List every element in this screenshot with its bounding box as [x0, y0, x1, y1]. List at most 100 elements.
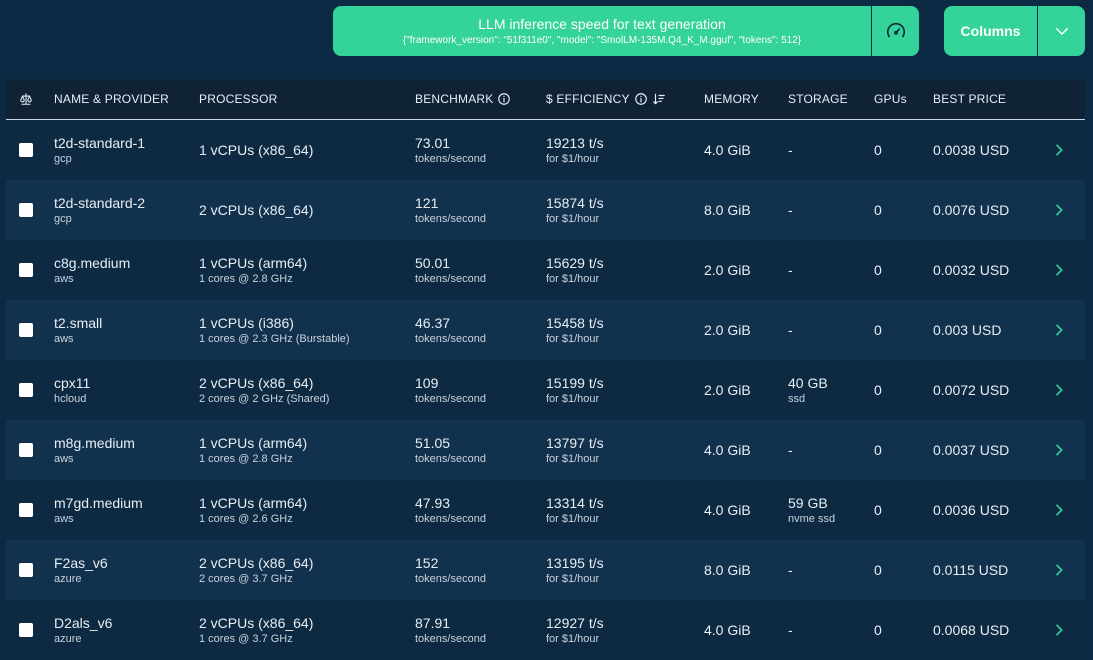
table-row[interactable]: F2as_v6 azure 2 vCPUs (x86_64) 2 cores @… — [6, 540, 1085, 600]
server-name[interactable]: m8g.medium — [54, 434, 135, 451]
memory-cell: 2.0 GiB — [704, 360, 751, 420]
benchmark-value: 121 — [415, 194, 439, 211]
row-select-checkbox-cell — [19, 180, 33, 240]
server-name[interactable]: D2als_v6 — [54, 614, 113, 631]
provider-name: aws — [54, 512, 74, 525]
chevron-right-icon[interactable] — [1051, 120, 1067, 180]
storage-value: - — [788, 442, 793, 458]
processor-cell: 2 vCPUs (x86_64) 2 cores @ 3.7 GHz — [199, 540, 313, 600]
gpus-cell: 0 — [874, 360, 882, 420]
best-price-value: 0.0037 USD — [933, 442, 1010, 458]
memory-cell: 8.0 GiB — [704, 540, 751, 600]
header-best-price[interactable]: BEST PRICE — [933, 92, 1007, 106]
storage-value: - — [788, 142, 793, 158]
server-name[interactable]: c8g.medium — [54, 254, 131, 271]
header-benchmark[interactable]: BENCHMARK — [415, 79, 511, 119]
table-row[interactable]: t2.small aws 1 vCPUs (i386) 1 cores @ 2.… — [6, 300, 1085, 360]
benchmark-cell: 46.37 tokens/second — [415, 300, 486, 360]
efficiency-cell: 12927 t/s for $1/hour — [546, 600, 604, 660]
price-cell: 0.0037 USD — [933, 420, 1009, 480]
header-gpus[interactable]: GPUs — [874, 92, 907, 106]
provider-name: azure — [54, 632, 82, 645]
cpu-cores: 1 cores @ 2.8 GHz — [199, 452, 293, 465]
row-select-checkbox[interactable] — [19, 203, 33, 217]
memory-value: 2.0 GiB — [704, 382, 751, 398]
efficiency-cell: 15629 t/s for $1/hour — [546, 240, 604, 300]
row-select-checkbox[interactable] — [19, 503, 33, 517]
row-select-checkbox-cell — [19, 120, 33, 180]
best-price-value: 0.0076 USD — [933, 202, 1010, 218]
memory-cell: 4.0 GiB — [704, 600, 751, 660]
server-name[interactable]: t2d-standard-1 — [54, 134, 146, 151]
server-name[interactable]: t2.small — [54, 314, 103, 331]
benchmark-value: 51.05 — [415, 434, 451, 451]
storage-cell: - — [788, 420, 793, 480]
server-name[interactable]: m7gd.medium — [54, 494, 143, 511]
table-row[interactable]: D2als_v6 azure 2 vCPUs (x86_64) 1 cores … — [6, 600, 1085, 660]
row-select-checkbox[interactable] — [19, 383, 33, 397]
server-name[interactable]: cpx11 — [54, 374, 91, 391]
chevron-right-icon[interactable] — [1051, 360, 1067, 420]
provider-name: hcloud — [54, 392, 87, 405]
chevron-down-icon[interactable] — [1037, 6, 1085, 56]
memory-value: 4.0 GiB — [704, 502, 751, 518]
table-row[interactable]: c8g.medium aws 1 vCPUs (arm64) 1 cores @… — [6, 240, 1085, 300]
vcpu-count: 2 vCPUs (x86_64) — [199, 554, 314, 571]
gpus-value: 0 — [874, 382, 882, 398]
header-processor[interactable]: PROCESSOR — [199, 92, 278, 106]
memory-cell: 4.0 GiB — [704, 480, 751, 540]
table-row[interactable]: m8g.medium aws 1 vCPUs (arm64) 1 cores @… — [6, 420, 1085, 480]
vcpu-count: 1 vCPUs (arm64) — [199, 434, 308, 451]
efficiency-value: 15458 t/s — [546, 314, 604, 331]
name-cell: t2d-standard-2 gcp — [54, 180, 145, 240]
processor-cell: 2 vCPUs (x86_64) 1 cores @ 3.7 GHz — [199, 600, 313, 660]
sort-descending-icon[interactable] — [652, 92, 666, 106]
scale-icon[interactable] — [19, 79, 33, 119]
chevron-right-icon[interactable] — [1051, 480, 1067, 540]
processor-cell: 1 vCPUs (i386) 1 cores @ 2.3 GHz (Bursta… — [199, 300, 350, 360]
price-cell: 0.0115 USD — [933, 540, 1008, 600]
header-benchmark-label: BENCHMARK — [415, 92, 494, 106]
gauge-icon[interactable] — [871, 6, 919, 56]
best-price-value: 0.0038 USD — [933, 142, 1010, 158]
columns-button[interactable]: Columns — [944, 6, 1085, 56]
cpu-cores: 2 cores @ 3.7 GHz — [199, 572, 293, 585]
info-icon[interactable] — [634, 92, 648, 106]
chevron-right-icon[interactable] — [1051, 600, 1067, 660]
memory-value: 2.0 GiB — [704, 322, 751, 338]
header-storage[interactable]: STORAGE — [788, 92, 848, 106]
header-efficiency[interactable]: $ EFFICIENCY — [546, 79, 666, 119]
row-select-checkbox[interactable] — [19, 623, 33, 637]
efficiency-unit: for $1/hour — [546, 272, 600, 285]
server-name[interactable]: t2d-standard-2 — [54, 194, 146, 211]
row-select-checkbox[interactable] — [19, 443, 33, 457]
chevron-right-icon[interactable] — [1051, 420, 1067, 480]
chevron-right-icon[interactable] — [1051, 180, 1067, 240]
table-row[interactable]: t2d-standard-2 gcp 2 vCPUs (x86_64) 121 … — [6, 180, 1085, 240]
header-name[interactable]: NAME & PROVIDER — [54, 92, 170, 106]
table-row[interactable]: m7gd.medium aws 1 vCPUs (arm64) 1 cores … — [6, 480, 1085, 540]
row-select-checkbox[interactable] — [19, 323, 33, 337]
row-select-checkbox-cell — [19, 540, 33, 600]
info-icon[interactable] — [497, 92, 511, 106]
table-row[interactable]: t2d-standard-1 gcp 1 vCPUs (x86_64) 73.0… — [6, 120, 1085, 180]
chevron-right-icon[interactable] — [1051, 300, 1067, 360]
table-row[interactable]: cpx11 hcloud 2 vCPUs (x86_64) 2 cores @ … — [6, 360, 1085, 420]
efficiency-value: 12927 t/s — [546, 614, 604, 631]
memory-value: 8.0 GiB — [704, 562, 751, 578]
price-cell: 0.0072 USD — [933, 360, 1009, 420]
memory-cell: 4.0 GiB — [704, 420, 751, 480]
chevron-right-icon[interactable] — [1051, 540, 1067, 600]
chevron-right-icon[interactable] — [1051, 240, 1067, 300]
row-select-checkbox[interactable] — [19, 143, 33, 157]
server-name[interactable]: F2as_v6 — [54, 554, 108, 571]
storage-value: - — [788, 562, 793, 578]
provider-name: gcp — [54, 212, 72, 225]
row-select-checkbox[interactable] — [19, 263, 33, 277]
vcpu-count: 1 vCPUs (i386) — [199, 314, 294, 331]
row-select-checkbox[interactable] — [19, 563, 33, 577]
benchmark-cell: 50.01 tokens/second — [415, 240, 486, 300]
header-memory[interactable]: MEMORY — [704, 92, 759, 106]
name-cell: t2d-standard-1 gcp — [54, 120, 145, 180]
benchmark-selector-button[interactable]: LLM inference speed for text generation … — [333, 6, 919, 56]
